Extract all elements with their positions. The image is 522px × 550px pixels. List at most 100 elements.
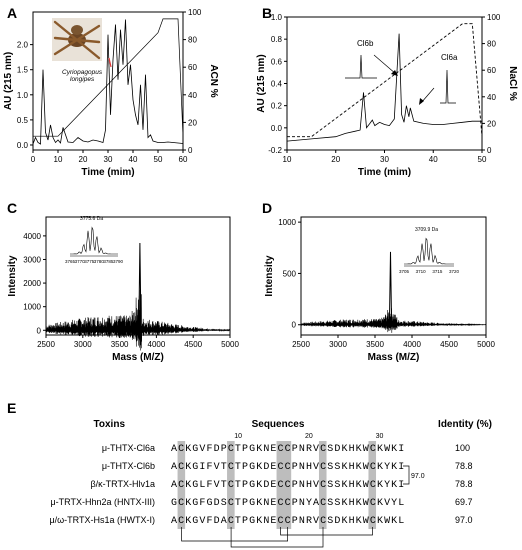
identity-value: 97.0: [455, 515, 473, 525]
y2-tick-label: 40: [188, 91, 197, 100]
collected-fraction-marker: [108, 57, 112, 68]
identity-value: 78.8: [455, 479, 473, 489]
spider-leg: [75, 24, 101, 42]
x-axis-label: Time (mim): [358, 167, 411, 178]
toxin-sequence: ACKGIFVTCTPGKDECCPNHVCSSKHKWCKYKI: [171, 462, 404, 473]
y2-tick-label: 60: [487, 66, 496, 75]
y-tick-label: 1000: [23, 303, 41, 312]
y-tick-label: 3000: [23, 255, 41, 264]
x-tick-label: 5000: [477, 340, 495, 349]
inset-label-line1: Cyriopagopus: [62, 69, 103, 76]
molecular-ion-peak: [388, 251, 393, 325]
x-tick-label: 3000: [329, 340, 347, 349]
panel-d: 2500 3000 3500 4000 4500 5000 0 500 1000 Mass (M/…: [264, 216, 495, 363]
identity-value: 78.8: [455, 461, 473, 471]
x-tick-label: 3500: [111, 340, 129, 349]
y-tick-label: 1.5: [17, 66, 29, 75]
panel-c: 2500 3000 3500 4000 4500 5000 0 1000 2000 3000 400…: [7, 216, 239, 363]
inset-tick-label: 3775: [84, 259, 95, 264]
molecular-ion-peak: [138, 242, 142, 331]
identity-value: 100: [455, 443, 470, 453]
toxin-name: μ/ω-TRTX-Hs1a (HWTX-I): [49, 515, 155, 525]
inset-spectrum: 3705 3710 3715 3720 3709.9 Da: [399, 227, 460, 274]
toxin-name: μ-THTX-Cl6a: [102, 443, 155, 453]
x-tick-label: 50: [154, 155, 163, 164]
spectrum-noise: [45, 289, 231, 351]
y-tick-label: 1.0: [271, 13, 283, 22]
x-tick-label: 3000: [74, 340, 92, 349]
x-tick-label: 10: [283, 155, 292, 164]
y-tick-label: 1000: [278, 218, 296, 227]
inset-tick-label: 3770: [75, 259, 86, 264]
isotope-envelope: [404, 237, 454, 265]
inset-tick-label: 3710: [416, 269, 427, 274]
x-tick-label: 0: [31, 155, 36, 164]
spectrum-noise: [300, 308, 487, 333]
identity-bracket: [403, 465, 410, 485]
x-tick-label: 60: [179, 155, 188, 164]
toxin-sequence: ACKGVFDPCTPGKNECCPNRVCSDKHKWCKWKI: [171, 444, 404, 455]
conserved-cysteine-shade: [227, 441, 235, 529]
panel-b: 10 20 30 40 50 -0.2 0.0 0.2 0.4 0.6 0.8 1.0 0 20 40 60 8…: [256, 13, 518, 178]
position-marker: 30: [376, 433, 384, 440]
x-axis-label: Mass (M/Z): [368, 352, 420, 363]
y-tick-label: 2000: [23, 279, 41, 288]
panel-label-d: D: [262, 200, 272, 216]
spider-leg: [75, 38, 101, 60]
inset-peak-label: 3775.6 Da: [80, 216, 103, 222]
chromatogram-trace: [286, 33, 482, 142]
x-tick-label: 30: [104, 155, 113, 164]
x-tick-label: 4500: [440, 340, 458, 349]
header-identity: Identity (%): [438, 419, 492, 430]
position-marker: 20: [305, 433, 313, 440]
acn-gradient-line: [33, 18, 184, 137]
y-tick-label: 0.2: [271, 102, 283, 111]
annotation-label: Cl6a: [441, 53, 458, 62]
y2-tick-label: 80: [487, 40, 496, 49]
inset-spectrum: 3765 3770 3775 3780 3785 3790 3775.6 Da: [65, 216, 124, 264]
conserved-cysteine-shade: [318, 441, 327, 529]
conserved-cysteine-shade: [368, 441, 377, 529]
spider-leg: [53, 20, 79, 42]
y-tick-label: 2.0: [17, 41, 29, 50]
x-tick-label: 50: [478, 155, 487, 164]
inset-tick-label: 3705: [399, 269, 410, 274]
y2-tick-label: 0: [487, 146, 492, 155]
panel-label-a: A: [7, 5, 17, 21]
toxin-sequence: ACKGVFDACTPGKNECCPNRVCSDKHKWCKWKL: [171, 516, 404, 527]
panel-label-c: C: [7, 200, 17, 216]
y-tick-label: 0.4: [271, 80, 283, 89]
spider-leg: [53, 38, 79, 56]
spider-photo: [52, 18, 102, 61]
x-axis-label: Time (mim): [81, 167, 134, 178]
y-axis-label: AU (215 nm): [256, 54, 267, 112]
toxin-name: μ-TRTX-Hhn2a (HNTX-III): [50, 497, 155, 507]
y2-tick-label: 40: [487, 93, 496, 102]
isotope-envelope: [70, 226, 118, 255]
inset-tick-label: 3720: [449, 269, 460, 274]
conserved-cysteine-shade: [276, 441, 285, 529]
inset-peak-label: 3709.9 Da: [415, 227, 438, 233]
y-axis-label: AU (215 nm): [3, 52, 14, 110]
x-axis-label: Mass (M/Z): [112, 352, 164, 363]
identity-value: 69.7: [455, 497, 473, 507]
x-tick-label: 2500: [292, 340, 310, 349]
inset-tick-label: 3765: [65, 259, 76, 264]
disulfide-bond: [230, 527, 324, 548]
y-tick-label: 1.0: [17, 91, 29, 100]
x-tick-label: 3500: [366, 340, 384, 349]
y2-tick-label: 60: [188, 63, 197, 72]
y-tick-label: -0.2: [268, 146, 282, 155]
header-sequences: Sequences: [252, 419, 305, 430]
annotation-arrow: [373, 54, 397, 75]
y-tick-label: 0: [292, 321, 297, 330]
toxin-sequence: GCKGFGDSCTPGKNECCPNYACSSKHKWCKVYL: [171, 498, 404, 509]
bracket-identity: 97.0: [411, 473, 425, 480]
y-axis-label: Intensity: [264, 255, 275, 297]
y-tick-label: 0: [37, 326, 42, 335]
position-marker: 10: [234, 433, 242, 440]
toxin-sequence: ACKGLFVTCTPGKDECCPNHVCSSKHKWCKYKI: [171, 480, 404, 491]
plot-frame: [300, 216, 487, 336]
spider-leg: [75, 38, 101, 44]
